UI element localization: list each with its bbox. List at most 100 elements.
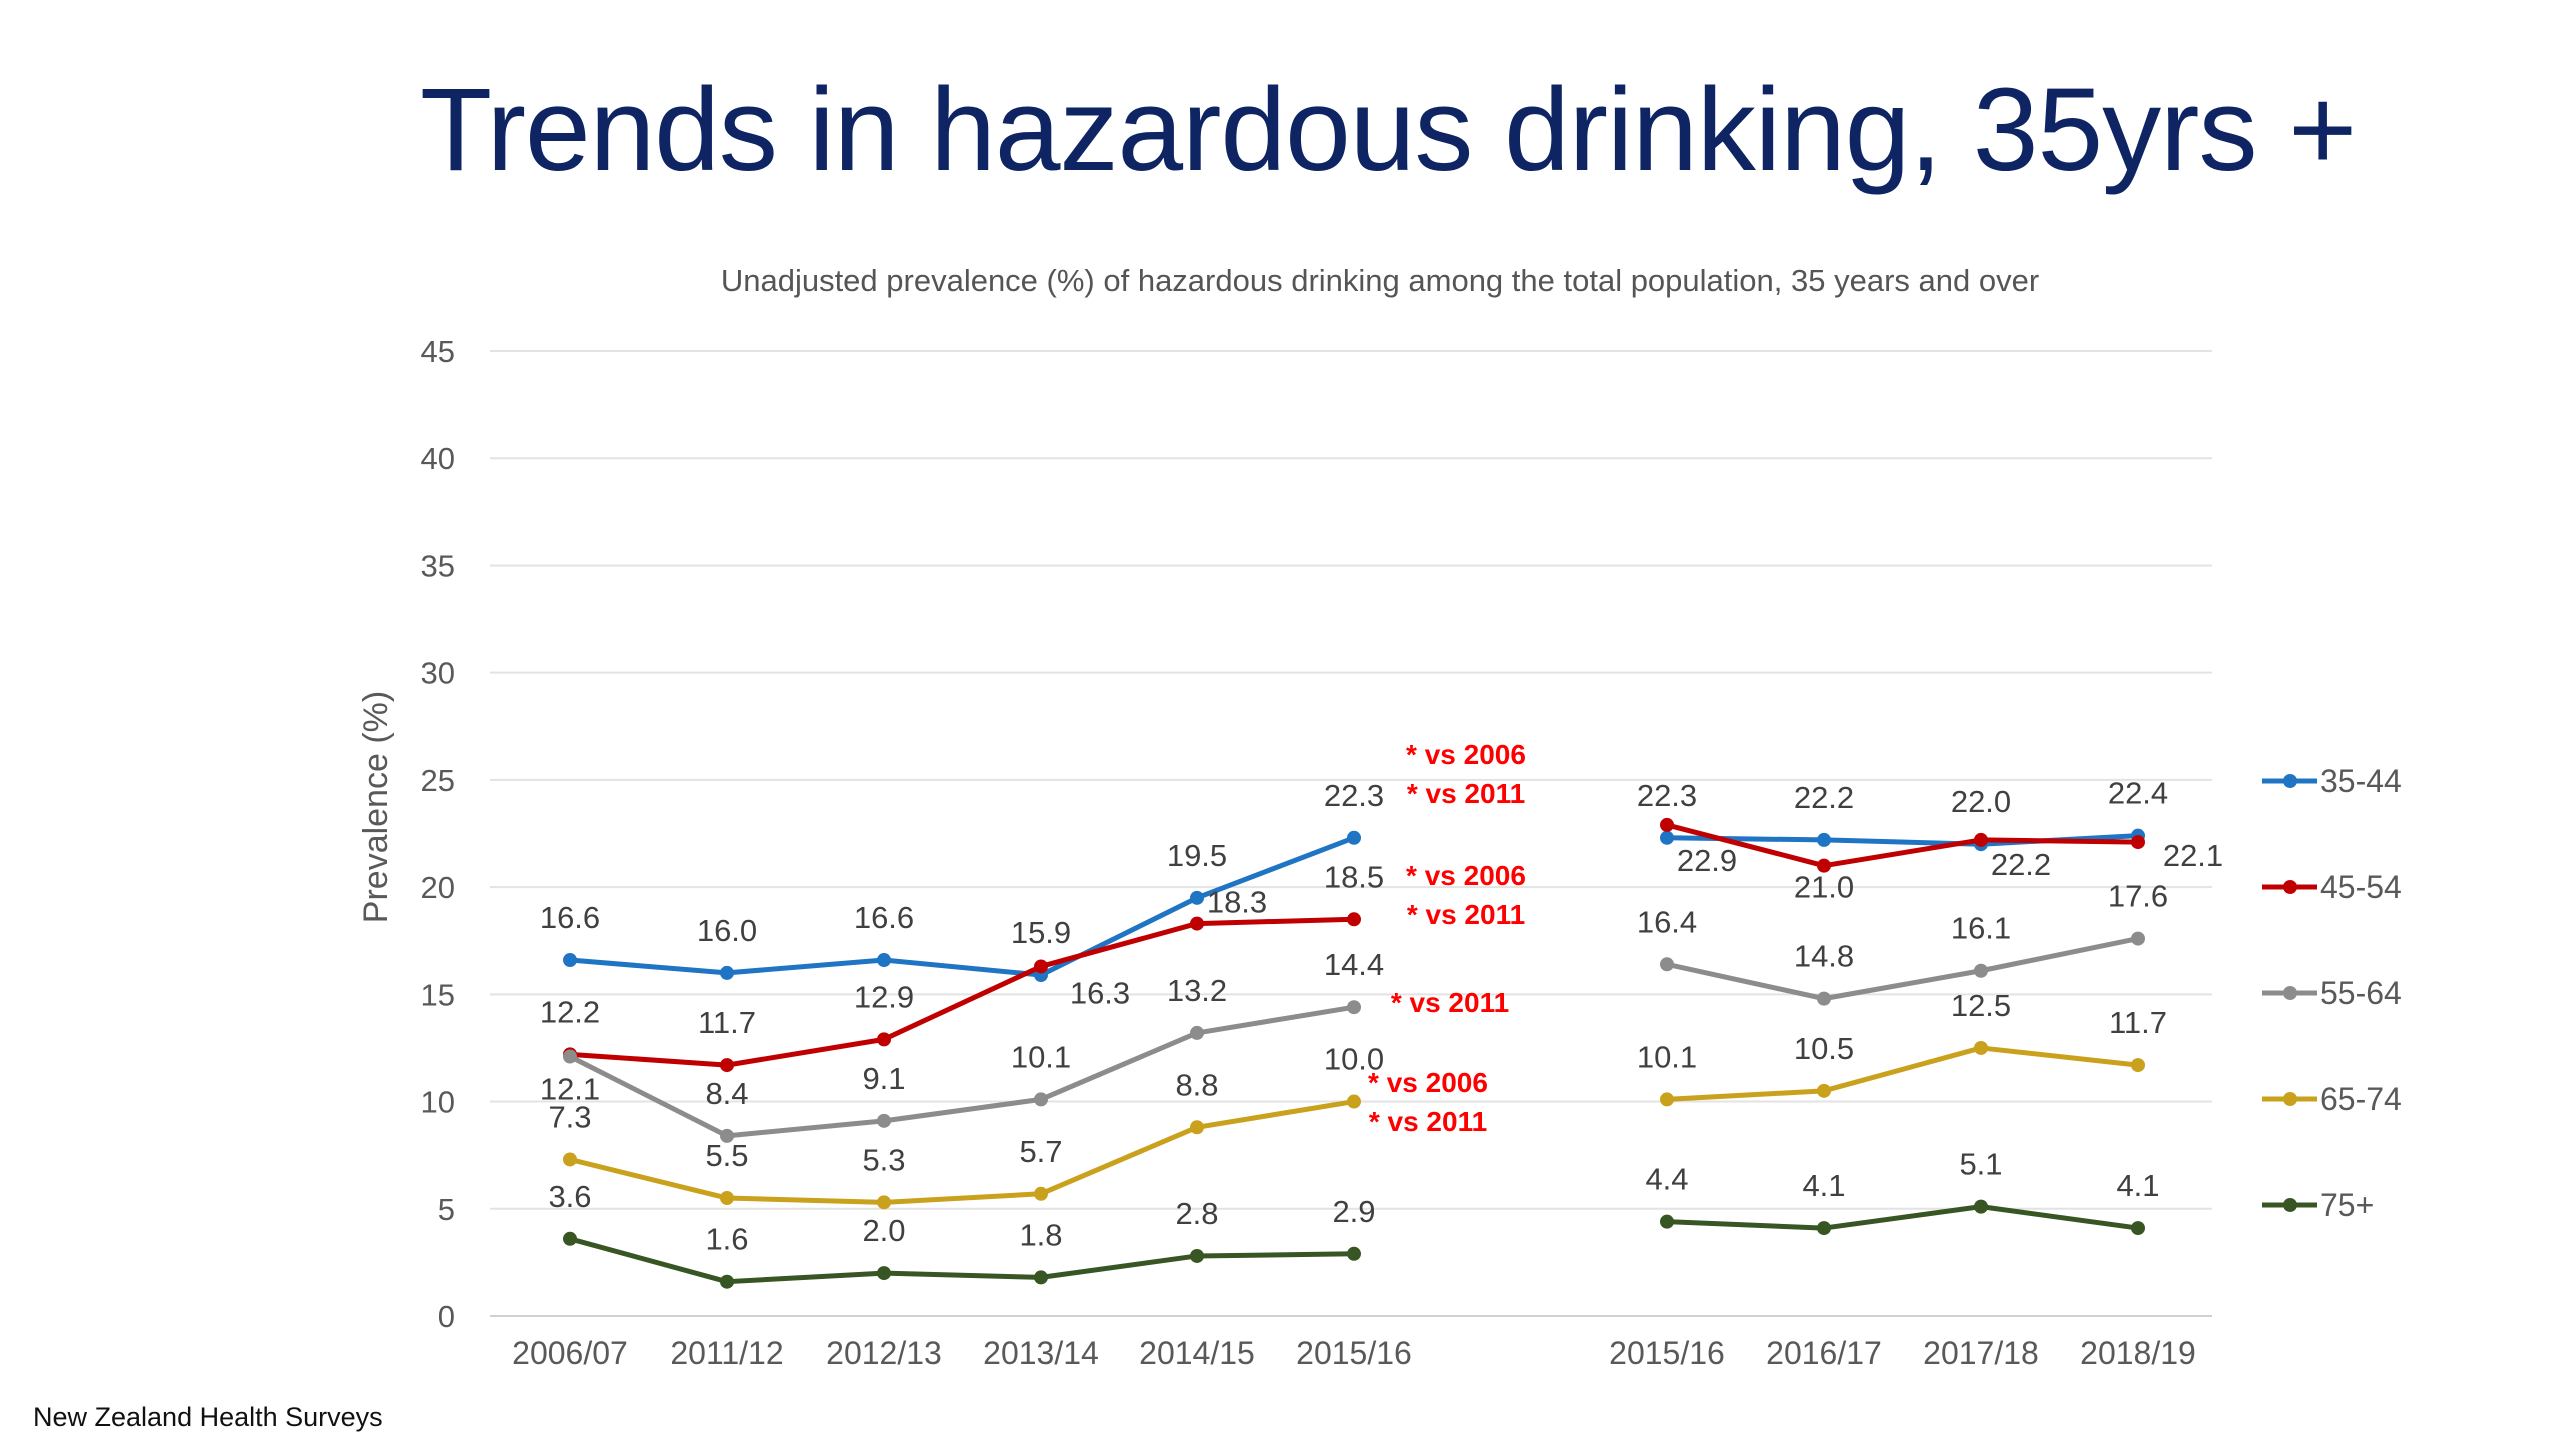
data-point — [1347, 1000, 1361, 1015]
x-tick-label: 2012/13 — [826, 1335, 942, 1371]
data-label: 8.4 — [705, 1076, 748, 1111]
data-point — [1817, 1221, 1831, 1236]
data-point — [1190, 1248, 1204, 1263]
data-label: 18.5 — [1324, 859, 1384, 894]
data-label: 14.8 — [1794, 939, 1854, 974]
data-label: 5.7 — [1019, 1134, 1062, 1169]
x-tick-label: 2016/17 — [1766, 1335, 1882, 1371]
series-line-65-74 — [569, 1099, 1355, 1205]
data-label: 11.7 — [698, 1005, 756, 1040]
significance-note: * vs 2011 — [1391, 987, 1509, 1018]
data-point — [1817, 991, 1831, 1006]
data-label: 16.0 — [697, 913, 757, 948]
y-tick-label: 30 — [421, 656, 455, 691]
data-point — [720, 1191, 734, 1206]
legend-marker — [2283, 986, 2297, 1000]
data-point — [1974, 832, 1988, 847]
data-label: 22.2 — [1794, 780, 1854, 815]
slide-title: Trends in hazardous drinking, 35yrs + — [420, 64, 2357, 196]
series-line-35-44 — [569, 835, 1355, 978]
x-tick-label: 2017/18 — [1923, 1335, 2039, 1371]
source-note: New Zealand Health Surveys — [33, 1402, 383, 1432]
significance-note: * vs 2011 — [1369, 1106, 1487, 1137]
data-point — [1817, 1083, 1831, 1098]
data-point — [1817, 858, 1831, 873]
data-label: 22.9 — [1677, 843, 1737, 878]
legend-marker — [2283, 880, 2297, 894]
data-label: 5.3 — [862, 1142, 905, 1177]
data-label: 12.9 — [854, 979, 914, 1014]
y-tick-label: 20 — [421, 870, 455, 905]
data-label: 12.1 — [540, 1072, 600, 1107]
y-tick-label: 45 — [421, 334, 455, 369]
x-tick-label: 2013/14 — [983, 1335, 1099, 1371]
legend-marker — [2283, 1198, 2297, 1212]
data-point — [877, 1266, 891, 1281]
data-point — [2131, 1058, 2145, 1073]
data-point — [1034, 1186, 1048, 1201]
x-tick-label: 2014/15 — [1139, 1335, 1255, 1371]
data-point — [1974, 1199, 1988, 1214]
data-label: 22.3 — [1324, 778, 1384, 813]
data-point — [1974, 963, 1988, 978]
legend-label: 55-64 — [2320, 975, 2402, 1011]
data-point — [563, 1049, 577, 1064]
data-point — [1660, 957, 1674, 972]
legend-marker — [2283, 774, 2297, 788]
data-point — [877, 1195, 891, 1210]
data-point — [1190, 1120, 1204, 1135]
data-point — [1817, 832, 1831, 847]
data-label: 2.0 — [862, 1213, 905, 1248]
legend: 35-44 45-54 55-64 65-74 75+ — [2262, 763, 2402, 1223]
y-tick-label: 25 — [421, 763, 455, 798]
data-label: 13.2 — [1167, 973, 1227, 1008]
data-label: 1.6 — [705, 1222, 748, 1257]
data-point — [563, 1231, 577, 1246]
chart-subtitle: Unadjusted prevalence (%) of hazardous d… — [721, 263, 2039, 298]
data-label: 5.1 — [1959, 1147, 2002, 1182]
data-labels: 16.6 16.0 16.6 15.9 19.5 22.3 22.3 22.2 22.0 22.4… — [540, 776, 2223, 1257]
axis-labels: Unadjusted prevalence (%) of hazardous d… — [357, 263, 2196, 1371]
data-label: 22.1 — [2163, 838, 2223, 873]
series-line-45-54 — [1666, 822, 2139, 869]
data-label: 10.1 — [1637, 1039, 1697, 1074]
series-line-65-74 — [1666, 1045, 2139, 1102]
data-label: 18.3 — [1207, 885, 1267, 920]
series-line-75+ — [1666, 1204, 2139, 1231]
data-label: 3.6 — [548, 1179, 591, 1214]
data-point — [877, 1032, 891, 1047]
data-point — [1034, 959, 1048, 974]
data-label: 10.1 — [1011, 1039, 1071, 1074]
data-point — [2131, 835, 2145, 850]
data-label: 16.1 — [1951, 911, 2011, 946]
significance-note: * vs 2011 — [1407, 899, 1525, 930]
data-point — [563, 953, 577, 968]
data-point — [1190, 916, 1204, 931]
data-point — [1347, 830, 1361, 845]
data-point — [1660, 830, 1674, 845]
legend-marker — [2283, 1092, 2297, 1106]
data-point — [877, 953, 891, 968]
significance-annotations: * vs 2006 * vs 2011 * vs 2006 * vs 2011 * vs… — [1368, 739, 1526, 1137]
data-label: 22.3 — [1637, 778, 1697, 813]
data-label: 22.0 — [1951, 784, 2011, 819]
y-tick-label: 10 — [421, 1085, 455, 1120]
data-label: 16.6 — [854, 900, 914, 935]
series-line-55-64 — [1666, 936, 2139, 1002]
data-label: 9.1 — [862, 1061, 905, 1096]
data-point — [1347, 1094, 1361, 1109]
data-point — [1660, 1214, 1674, 1229]
data-label: 11.7 — [2109, 1005, 2167, 1040]
data-label: 17.6 — [2108, 879, 2168, 914]
significance-note: * vs 2011 — [1407, 778, 1525, 809]
data-label: 1.8 — [1019, 1217, 1062, 1252]
legend-label: 65-74 — [2320, 1081, 2402, 1117]
data-point — [720, 965, 734, 980]
data-label: 15.9 — [1011, 915, 1071, 950]
y-axis-title: Prevalence (%) — [357, 691, 395, 923]
x-tick-label: 2006/07 — [512, 1335, 628, 1371]
data-label: 22.2 — [1991, 847, 2051, 882]
data-point — [720, 1274, 734, 1289]
data-label: 10.0 — [1324, 1042, 1384, 1077]
